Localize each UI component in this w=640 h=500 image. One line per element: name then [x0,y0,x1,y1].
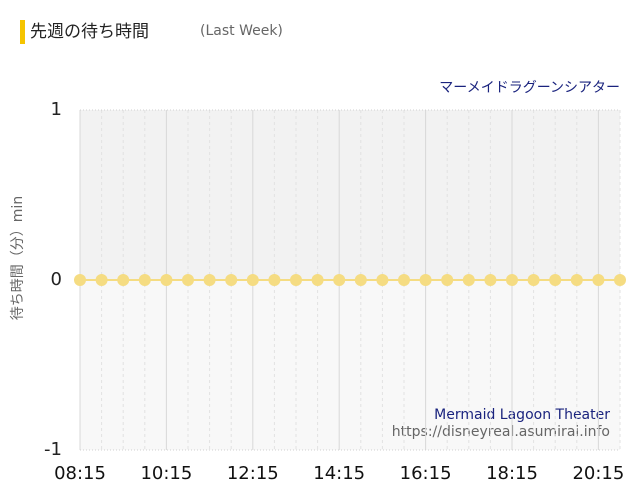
data-point [592,274,605,286]
x-tick-label: 12:15 [227,463,279,484]
x-tick-label: 14:15 [313,463,365,484]
data-point [160,274,173,286]
data-point [441,274,454,286]
y-tick-label: 1 [51,99,62,120]
y-tick-label: 0 [51,269,62,290]
upper-band [80,110,620,280]
data-point [484,274,497,286]
data-point [117,274,130,286]
data-point [311,274,324,286]
data-point [138,274,151,286]
data-point [506,274,518,286]
data-point [462,274,475,286]
data-point [570,274,583,286]
x-tick-label: 10:15 [140,463,192,484]
chart-subtitle: (Last Week) [200,23,283,39]
data-point [376,274,389,286]
data-point [549,274,562,286]
data-point [225,274,238,286]
data-point [95,274,108,286]
x-tick-label: 18:15 [486,463,538,484]
y-axis-label: 待ち時間（分）min [10,196,26,320]
watermark-name: Mermaid Lagoon Theater [434,407,610,423]
data-point [333,274,346,286]
data-point [354,274,367,286]
watermark-url: https://disneyreal.asumirai.info [392,424,610,440]
x-tick-label: 16:15 [400,463,452,484]
y-tick-label: -1 [44,439,62,460]
x-tick-label: 08:15 [54,463,106,484]
x-tick-label: 20:15 [572,463,624,484]
data-point [290,274,302,286]
data-point [527,274,540,286]
data-point [182,274,194,286]
chart-title: 先週の待ち時間 [30,22,149,42]
data-point [419,274,432,286]
data-point [398,274,410,286]
data-point [246,274,259,286]
title-bar [20,20,25,44]
data-point [614,274,626,286]
data-point [203,274,216,286]
lower-band [80,280,620,450]
data-point [74,274,86,286]
ride-name: マーメイドラグーンシアター [439,80,620,96]
data-point [268,274,281,286]
